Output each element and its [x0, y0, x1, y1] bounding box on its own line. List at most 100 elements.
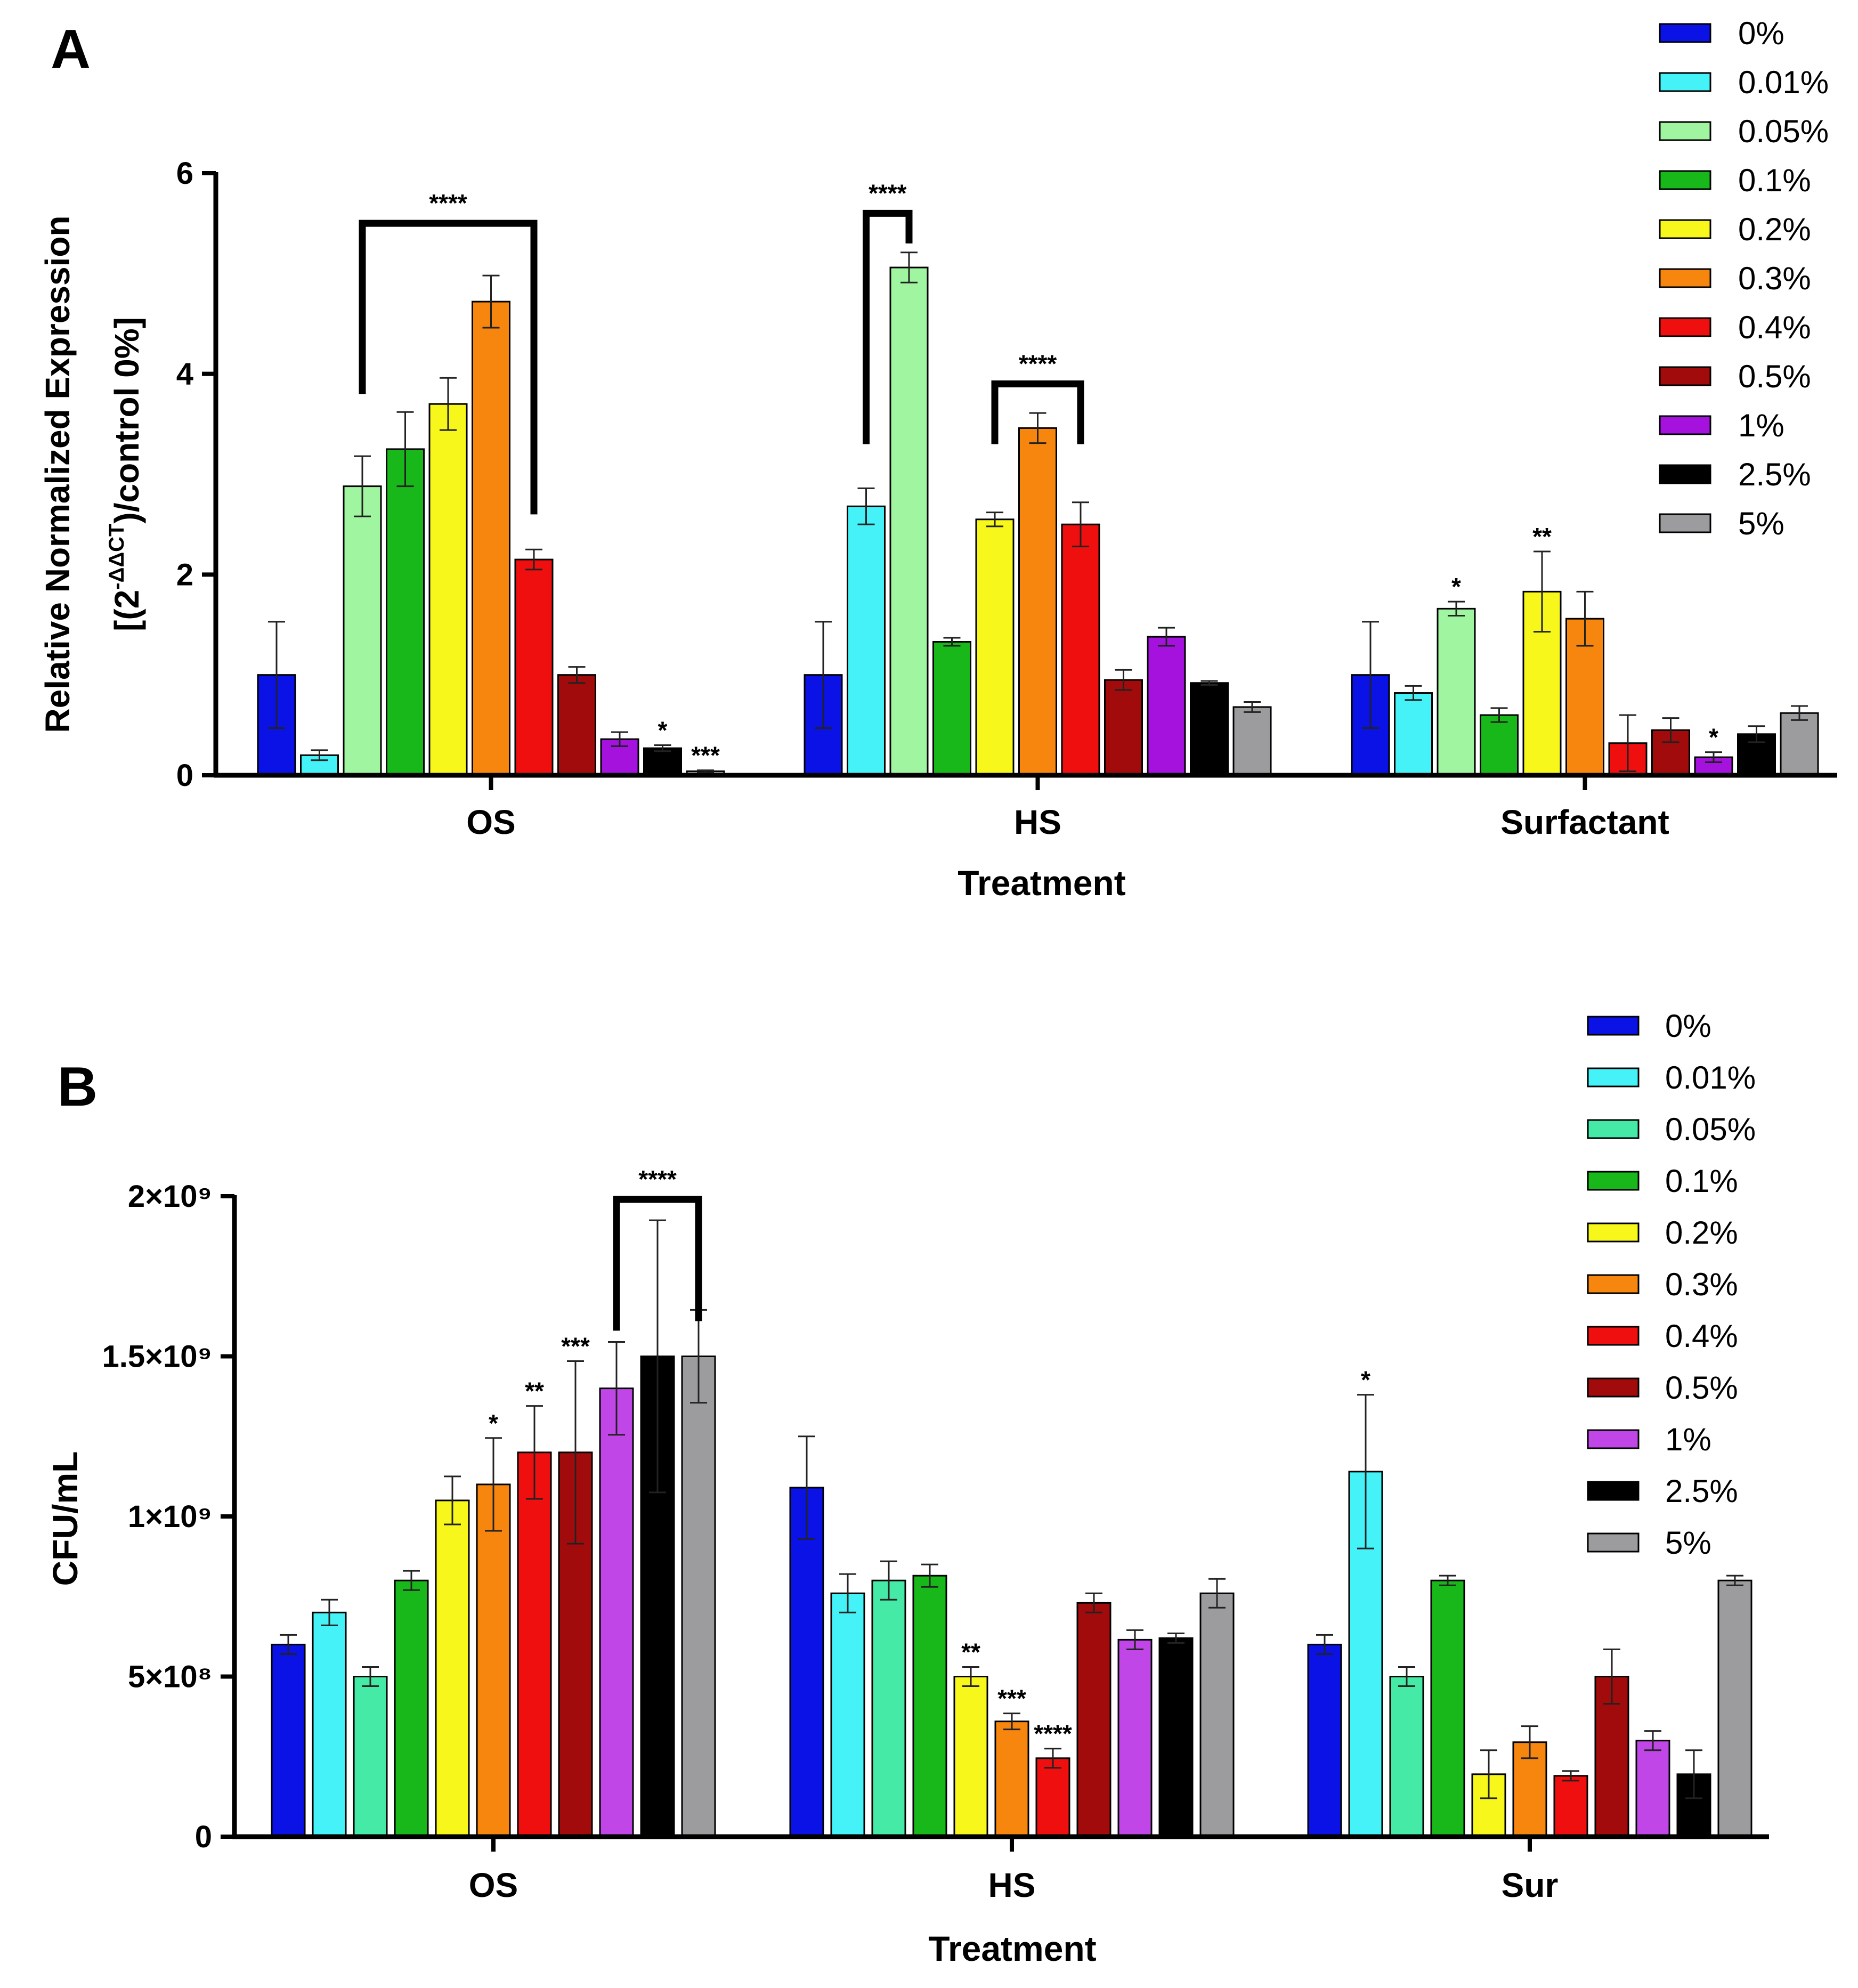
panel-a-x-tick-label: OS	[466, 803, 515, 841]
panel-b-x-tick-label: OS	[469, 1866, 518, 1904]
panel-a-legend-label: 5%	[1738, 506, 1784, 541]
panel-b-bar	[1635, 1740, 1670, 1838]
panel-b-significance-label: **	[961, 1638, 980, 1666]
panel-b-legend-label: 0.4%	[1665, 1318, 1738, 1354]
panel-a-bar	[975, 518, 1015, 776]
panel-a-x-axis-title: Treatment	[958, 863, 1125, 903]
panel-a-bar	[1437, 607, 1476, 776]
panel-a-y-axis-label-line2-prefix: [(2	[108, 590, 146, 631]
panel-a-y-tick-label: 0	[176, 758, 193, 793]
panel-a-legend-label: 0.3%	[1738, 261, 1811, 296]
panel-a-legend-swatch	[1659, 72, 1711, 92]
panel-b-legend-label: 0%	[1665, 1008, 1711, 1044]
panel-b: B CFU/mL 0 5×10⁸ 1×10⁹ 1.5×10⁹ 2×10⁹ OS HS Sur *…	[45, 1008, 1769, 1968]
panel-b-bar	[353, 1676, 388, 1838]
panel-a-legend-label: 0.05%	[1738, 113, 1829, 149]
panel-b-bar	[1117, 1638, 1153, 1838]
panel-b-bar	[912, 1575, 947, 1838]
panel-a: A Relative Normalized Expression [(2-ΔΔC…	[38, 15, 1837, 903]
panel-b-significance-label: *	[489, 1409, 498, 1437]
panel-a-y-axis-label-line1: Relative Normalized Expression	[38, 215, 77, 733]
panel-b-bar	[435, 1499, 470, 1838]
panel-b-bar	[1430, 1579, 1465, 1838]
panel-a-bar	[1061, 523, 1100, 776]
panel-a-bar	[1480, 714, 1519, 776]
panel-a-bar	[1780, 712, 1819, 776]
panel-b-legend-label: 0.1%	[1665, 1163, 1738, 1199]
panel-a-legend-label: 1%	[1738, 408, 1784, 443]
panel-a-bar	[643, 747, 682, 776]
panel-a-comparison-bracket	[991, 380, 1084, 444]
panel-b-legend-label: 2.5%	[1665, 1473, 1738, 1509]
panel-b-bar	[1158, 1637, 1194, 1838]
panel-a-significance-label: ***	[691, 742, 720, 769]
panel-b-bar	[1076, 1602, 1111, 1838]
panel-b-significance-label: *	[1361, 1366, 1370, 1394]
panel-b-x-tick-label: Sur	[1502, 1866, 1559, 1904]
panel-a-significance-label: *	[1709, 724, 1718, 751]
panel-b-label: B	[58, 1056, 98, 1118]
panel-a-significance-label: **	[1532, 523, 1552, 550]
panel-b-bar	[476, 1483, 511, 1838]
panel-a-x-tick-label: HS	[1014, 803, 1061, 841]
panel-b-y-tick-label: 0	[195, 1820, 212, 1854]
panel-b-legend-swatch	[1587, 1119, 1640, 1139]
panel-b-y-tick-label: 5×10⁸	[128, 1660, 212, 1694]
panel-a-bar	[386, 448, 425, 776]
panel-a-legend-swatch	[1659, 464, 1711, 484]
panel-b-legend-label: 5%	[1665, 1525, 1711, 1561]
panel-b-legend-swatch	[1587, 1481, 1640, 1501]
panel-a-bar	[1018, 427, 1057, 776]
panel-b-y-axis-label: CFU/mL	[45, 1451, 85, 1586]
panel-b-y-tick-label: 1.5×10⁹	[102, 1340, 212, 1374]
panel-a-bar	[472, 301, 510, 776]
panel-b-legend-swatch	[1587, 1429, 1640, 1449]
panel-b-bracket-label: ****	[638, 1165, 677, 1193]
panel-a-legend-swatch	[1659, 415, 1711, 435]
panel-b-bar	[789, 1487, 824, 1838]
panel-a-y-tick-label: 6	[176, 156, 193, 191]
panel-a-bar	[557, 674, 596, 776]
panel-b-legend-label: 1%	[1665, 1422, 1711, 1457]
panel-b-x-tick-label: HS	[988, 1866, 1036, 1904]
panel-a-comparison-bracket	[359, 220, 538, 515]
panel-b-bar	[517, 1451, 552, 1838]
panel-b-legend-swatch	[1587, 1067, 1640, 1088]
panel-a-bracket-label: ****	[869, 179, 907, 207]
panel-a-label: A	[51, 19, 91, 80]
panel-b-significance-label: ***	[997, 1685, 1026, 1713]
panel-a-y-axis-label-2: [(2-ΔΔCT)/control 0%]	[105, 317, 146, 631]
panel-a-legend-label: 0.1%	[1738, 163, 1811, 198]
panel-a-bar	[1104, 679, 1143, 776]
panel-b-bar	[1035, 1757, 1070, 1838]
panel-b-y-tick-label: 2×10⁹	[128, 1179, 212, 1214]
panel-b-x-axis-title: Treatment	[928, 1929, 1096, 1968]
panel-a-bar	[428, 403, 468, 776]
panel-b-bar	[599, 1387, 634, 1838]
panel-b-legend-swatch	[1587, 1326, 1640, 1346]
panel-a-bar	[1394, 692, 1433, 776]
panel-b-bar	[1307, 1643, 1342, 1838]
panel-b-bar	[1512, 1741, 1547, 1838]
panel-a-legend-swatch	[1659, 170, 1711, 190]
panel-b-legend-label: 0.05%	[1665, 1111, 1756, 1147]
panel-b-legend-swatch	[1587, 1222, 1640, 1243]
panel-b-significance-label: **	[525, 1377, 544, 1405]
panel-a-legend-swatch	[1659, 121, 1711, 141]
panel-a-comparison-bracket	[863, 209, 913, 444]
panel-a-significance-label: *	[658, 717, 668, 744]
panel-a-legend-swatch	[1659, 23, 1711, 43]
panel-b-bar	[953, 1676, 988, 1838]
panel-a-bar	[1232, 706, 1272, 776]
panel-b-bar	[1199, 1592, 1235, 1838]
panel-b-y-tick-label: 1×10⁹	[128, 1499, 212, 1534]
panel-b-bar	[1389, 1676, 1424, 1838]
panel-b-legend-swatch	[1587, 1274, 1640, 1294]
panel-b-legend-swatch	[1587, 1171, 1640, 1191]
panel-b-legend-swatch	[1587, 1377, 1640, 1398]
panel-a-legend-swatch	[1659, 366, 1711, 386]
panel-b-bar	[681, 1356, 716, 1838]
panel-b-bar	[1553, 1775, 1588, 1838]
panel-b-legend-label: 0.2%	[1665, 1215, 1738, 1251]
